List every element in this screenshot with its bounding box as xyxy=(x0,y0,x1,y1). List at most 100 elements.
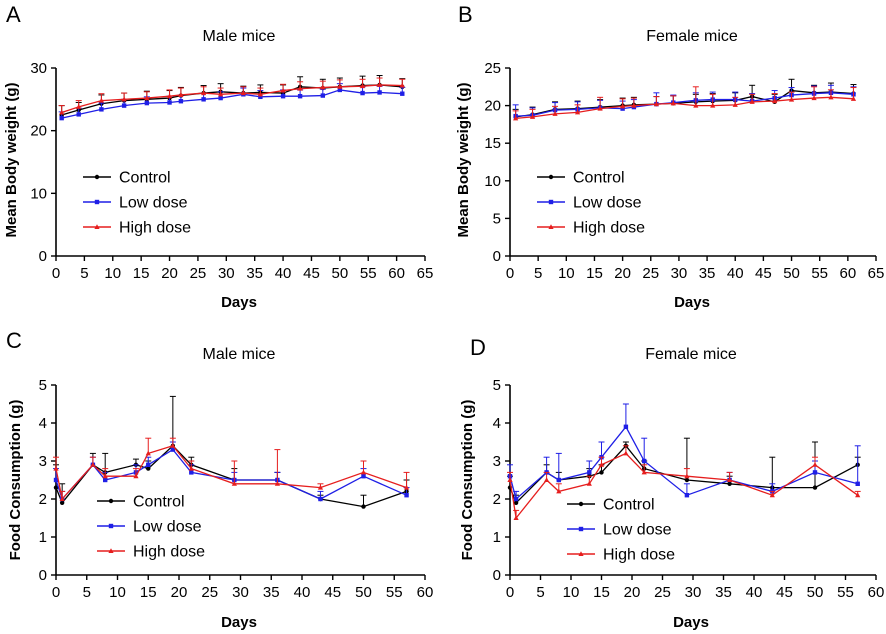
data-point xyxy=(598,462,605,467)
y-tick-label: 10 xyxy=(30,185,47,202)
legend-marker xyxy=(548,174,554,180)
legend-marker xyxy=(94,174,100,180)
legend-marker xyxy=(578,551,584,556)
x-tick-label: 0 xyxy=(506,584,514,601)
data-point xyxy=(850,96,857,101)
data-point xyxy=(377,90,382,95)
x-tick-label: 55 xyxy=(811,265,828,282)
x-tick-label: 45 xyxy=(755,265,772,282)
legend-marker xyxy=(108,498,114,504)
series-control xyxy=(53,395,410,509)
data-point xyxy=(53,485,59,490)
x-tick-label: 0 xyxy=(52,265,60,282)
data-point xyxy=(297,85,303,91)
data-point xyxy=(400,91,405,96)
panel-letter-a: A xyxy=(6,2,21,27)
data-point xyxy=(144,100,150,106)
legend-label: High dose xyxy=(603,547,675,564)
y-tick-label: 4 xyxy=(39,415,47,432)
x-tick-label: 30 xyxy=(232,584,249,601)
data-point xyxy=(574,109,581,115)
data-point xyxy=(812,485,818,490)
y-tick-label: 5 xyxy=(493,210,501,227)
x-tick-label: 10 xyxy=(104,265,121,282)
data-point xyxy=(218,91,224,97)
y-tick-label: 0 xyxy=(39,248,47,265)
data-point xyxy=(170,443,176,448)
data-point xyxy=(828,94,834,100)
x-tick-label: 40 xyxy=(275,265,292,282)
x-tick-label: 55 xyxy=(386,584,403,601)
data-point xyxy=(684,493,690,498)
data-point xyxy=(146,462,151,467)
legend-label: Control xyxy=(133,494,185,511)
chart-title: Female mice xyxy=(645,346,737,363)
data-point xyxy=(189,470,194,475)
data-point xyxy=(556,488,562,494)
series-line xyxy=(515,92,854,117)
data-point xyxy=(361,474,366,479)
legend: Control Low dose High dose xyxy=(537,170,645,237)
y-tick-label: 20 xyxy=(30,123,47,140)
data-point xyxy=(337,87,343,93)
panel-d: D Female mice Days Food Consumption (g) … xyxy=(459,335,884,631)
panel-letter-d: D xyxy=(470,335,486,360)
y-tick-label: 15 xyxy=(484,135,501,152)
data-point xyxy=(166,93,173,99)
y-tick-label: 1 xyxy=(39,529,47,546)
data-point xyxy=(620,103,626,109)
series-line xyxy=(55,445,407,501)
data-point xyxy=(788,96,795,102)
legend-marker xyxy=(548,199,554,205)
y-axis-label: Mean Body weight (g) xyxy=(455,83,472,238)
x-tick-label: 35 xyxy=(246,265,263,282)
data-point xyxy=(623,450,629,456)
data-point xyxy=(556,477,561,483)
x-tick-label: 25 xyxy=(642,265,659,282)
data-point xyxy=(53,465,59,471)
legend-label: High dose xyxy=(133,544,205,561)
x-tick-label: 35 xyxy=(715,584,732,601)
x-tick-label: 0 xyxy=(52,584,60,601)
x-axis-label: Days xyxy=(221,294,257,311)
data-point xyxy=(133,473,139,479)
x-tick-label: 20 xyxy=(624,584,641,601)
legend-label: Control xyxy=(603,497,655,514)
data-point xyxy=(337,84,343,89)
data-point xyxy=(280,94,286,99)
x-tick-label: 5 xyxy=(534,265,542,282)
data-point xyxy=(188,465,194,471)
data-point xyxy=(102,473,108,479)
legend-label: High dose xyxy=(573,220,645,237)
x-tick-label: 30 xyxy=(685,584,702,601)
plot-area: 0 5 10 15 20 25 30 35 40 45 50 55 60012345ControlLow… xyxy=(493,377,885,601)
legend-marker xyxy=(108,523,114,529)
x-tick-label: 30 xyxy=(218,265,235,282)
data-point xyxy=(90,462,96,467)
x-tick-label: 15 xyxy=(133,265,150,282)
data-point xyxy=(772,98,778,104)
data-point xyxy=(507,477,513,482)
data-point xyxy=(53,477,59,483)
x-tick-label: 20 xyxy=(614,265,631,282)
data-point xyxy=(146,466,151,471)
data-point xyxy=(103,477,108,483)
data-point xyxy=(631,102,637,108)
data-point xyxy=(178,92,184,97)
y-tick-label: 4 xyxy=(493,415,501,432)
panel-a: A Male mice Days Mean Body weight (g) 0 5… xyxy=(3,2,433,311)
x-tick-label: 60 xyxy=(388,265,405,282)
data-point xyxy=(403,484,410,490)
series-high-dose xyxy=(507,445,861,520)
data-point xyxy=(623,424,629,429)
data-point xyxy=(59,115,64,121)
x-tick-label: 40 xyxy=(746,584,763,601)
y-tick-label: 20 xyxy=(484,98,501,115)
x-tick-label: 30 xyxy=(671,265,688,282)
data-point xyxy=(376,82,383,87)
x-tick-label: 25 xyxy=(654,584,671,601)
y-tick-label: 0 xyxy=(493,248,501,265)
data-point xyxy=(76,104,82,109)
legend-label: Low dose xyxy=(573,195,642,212)
x-tick-label: 65 xyxy=(417,265,434,282)
